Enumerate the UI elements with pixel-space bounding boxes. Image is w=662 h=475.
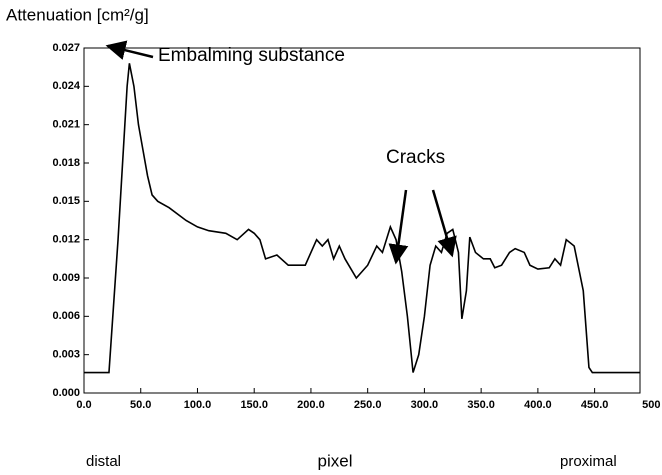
- x-tick-label: 0.0: [76, 399, 91, 411]
- x-tick-label: 350.0: [467, 399, 495, 411]
- annotation: proximal: [560, 453, 617, 470]
- annotation: Cracks: [386, 147, 445, 168]
- y-tick-label: 0.009: [52, 272, 80, 284]
- x-tick-label: 50.0: [130, 399, 151, 411]
- annotation: distal: [86, 453, 121, 470]
- x-tick-label: 150.0: [240, 399, 268, 411]
- x-tick-label: 200.0: [297, 399, 325, 411]
- y-tick-label: 0.006: [52, 310, 80, 322]
- y-tick-label: 0.024: [52, 80, 80, 92]
- x-tick-label: 400.0: [524, 399, 552, 411]
- x-tick-label: 450.0: [581, 399, 609, 411]
- y-tick-label: 0.015: [52, 195, 80, 207]
- x-tick-label: 100.0: [184, 399, 212, 411]
- y-tick-label: 0.000: [52, 387, 80, 399]
- arrow: [431, 189, 457, 258]
- y-tick-label: 0.021: [52, 119, 80, 131]
- x-tick-label: 300.0: [411, 399, 439, 411]
- plot-frame: [83, 47, 641, 394]
- chart-title: Attenuation [cm²/g]: [6, 5, 149, 24]
- y-tick-label: 0.012: [52, 234, 80, 246]
- x-tick-label: 500: [642, 399, 660, 411]
- x-axis-label: pixel: [318, 451, 353, 470]
- annotation: Embalming substance: [158, 45, 345, 66]
- y-tick-label: 0.003: [52, 349, 80, 361]
- y-tick-label: 0.018: [52, 157, 80, 169]
- x-tick-label: 250.0: [354, 399, 382, 411]
- data-line: [84, 63, 640, 374]
- y-tick-label: 0.027: [52, 42, 80, 54]
